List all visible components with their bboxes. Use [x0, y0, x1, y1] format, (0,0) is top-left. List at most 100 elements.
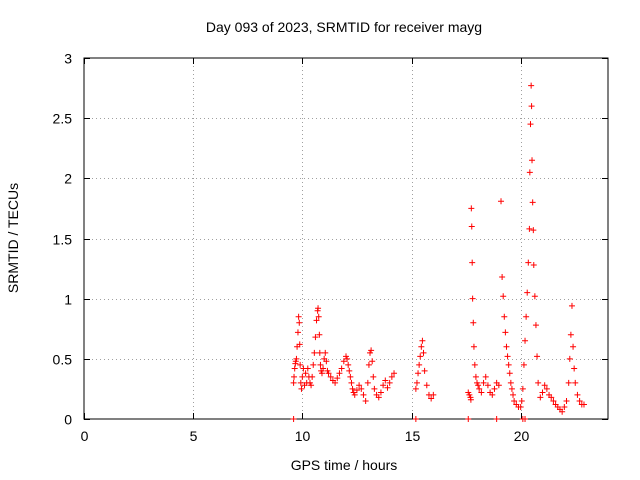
data-point [537, 394, 544, 401]
data-point [353, 387, 360, 394]
grid-lines [84, 58, 608, 419]
data-point [529, 157, 536, 164]
data-point [541, 382, 548, 389]
data-point [323, 358, 330, 365]
data-point [475, 382, 482, 389]
data-point [470, 343, 477, 350]
data-point [415, 370, 422, 377]
data-point [316, 331, 323, 338]
data-point [522, 416, 529, 422]
x-tick-label: 15 [405, 428, 421, 444]
data-point [506, 370, 513, 377]
data-point [568, 302, 575, 309]
data-point [368, 347, 375, 354]
data-point [470, 319, 477, 326]
data-point [388, 373, 395, 380]
data-point [312, 334, 319, 341]
data-point [371, 385, 378, 392]
data-point [296, 319, 303, 326]
x-tick-labels: 0 5 10 15 20 [81, 428, 530, 444]
data-point [308, 382, 315, 389]
data-point [315, 313, 322, 320]
data-point [419, 337, 426, 344]
data-point [317, 361, 324, 368]
data-point [295, 313, 302, 320]
data-point [356, 382, 363, 389]
data-point [519, 385, 526, 392]
data-point [534, 353, 541, 360]
data-point [499, 274, 506, 281]
data-point [334, 375, 341, 382]
data-point [504, 353, 511, 360]
data-point [421, 367, 428, 374]
data-point [318, 370, 325, 377]
data-point [505, 361, 512, 368]
data-point [349, 385, 356, 392]
data-point [491, 385, 498, 392]
data-point [430, 391, 437, 398]
plot-frame [83, 57, 609, 420]
data-point [476, 385, 483, 392]
data-point [412, 416, 419, 422]
data-point [299, 373, 306, 380]
data-point [360, 391, 367, 398]
data-point [296, 341, 303, 348]
data-point [576, 397, 583, 404]
data-point [468, 205, 475, 212]
data-point [480, 379, 487, 386]
data-point [498, 198, 505, 205]
data-point [375, 394, 382, 401]
y-tick-label: 0.5 [53, 352, 73, 368]
data-point [517, 403, 524, 410]
x-tick-label: 20 [514, 428, 530, 444]
data-point [570, 343, 577, 350]
data-point [377, 389, 384, 396]
y-tick-labels: 0 0.5 1 1.5 2 2.5 3 [53, 51, 73, 428]
data-point [566, 355, 573, 362]
data-point [530, 261, 537, 268]
data-point [527, 121, 534, 128]
data-point [580, 401, 587, 408]
data-point [423, 382, 430, 389]
data-point [348, 379, 355, 386]
data-point [528, 103, 535, 110]
data-point [293, 355, 300, 362]
data-point [325, 370, 332, 377]
data-point [380, 382, 387, 389]
data-point [290, 379, 297, 386]
data-point [478, 389, 485, 396]
data-point [532, 322, 539, 329]
data-point [322, 349, 329, 356]
data-point [420, 349, 427, 356]
data-point [320, 365, 327, 372]
data-point [417, 353, 424, 360]
data-point [520, 361, 527, 368]
chart-title: Day 093 of 2023, SRMTID for receiver may… [206, 19, 482, 35]
data-point [530, 227, 537, 234]
data-point [503, 343, 510, 350]
y-tick-label: 0 [64, 412, 72, 428]
data-point [358, 385, 365, 392]
x-tick-label: 0 [81, 428, 89, 444]
data-point [313, 317, 320, 324]
data-point [484, 382, 491, 389]
data-points [290, 82, 587, 422]
data-point [526, 169, 533, 176]
data-point [507, 379, 514, 386]
data-point [525, 259, 532, 266]
data-point [428, 395, 435, 402]
data-point [522, 337, 529, 344]
data-point [298, 385, 305, 392]
data-point [351, 391, 358, 398]
data-point [501, 313, 508, 320]
data-point [518, 397, 525, 404]
data-point [531, 293, 538, 300]
data-point [418, 343, 425, 350]
data-point [565, 379, 572, 386]
data-point [365, 361, 372, 368]
data-point [291, 373, 298, 380]
data-point [563, 397, 570, 404]
data-point [340, 358, 347, 365]
x-tick-label: 5 [190, 428, 198, 444]
